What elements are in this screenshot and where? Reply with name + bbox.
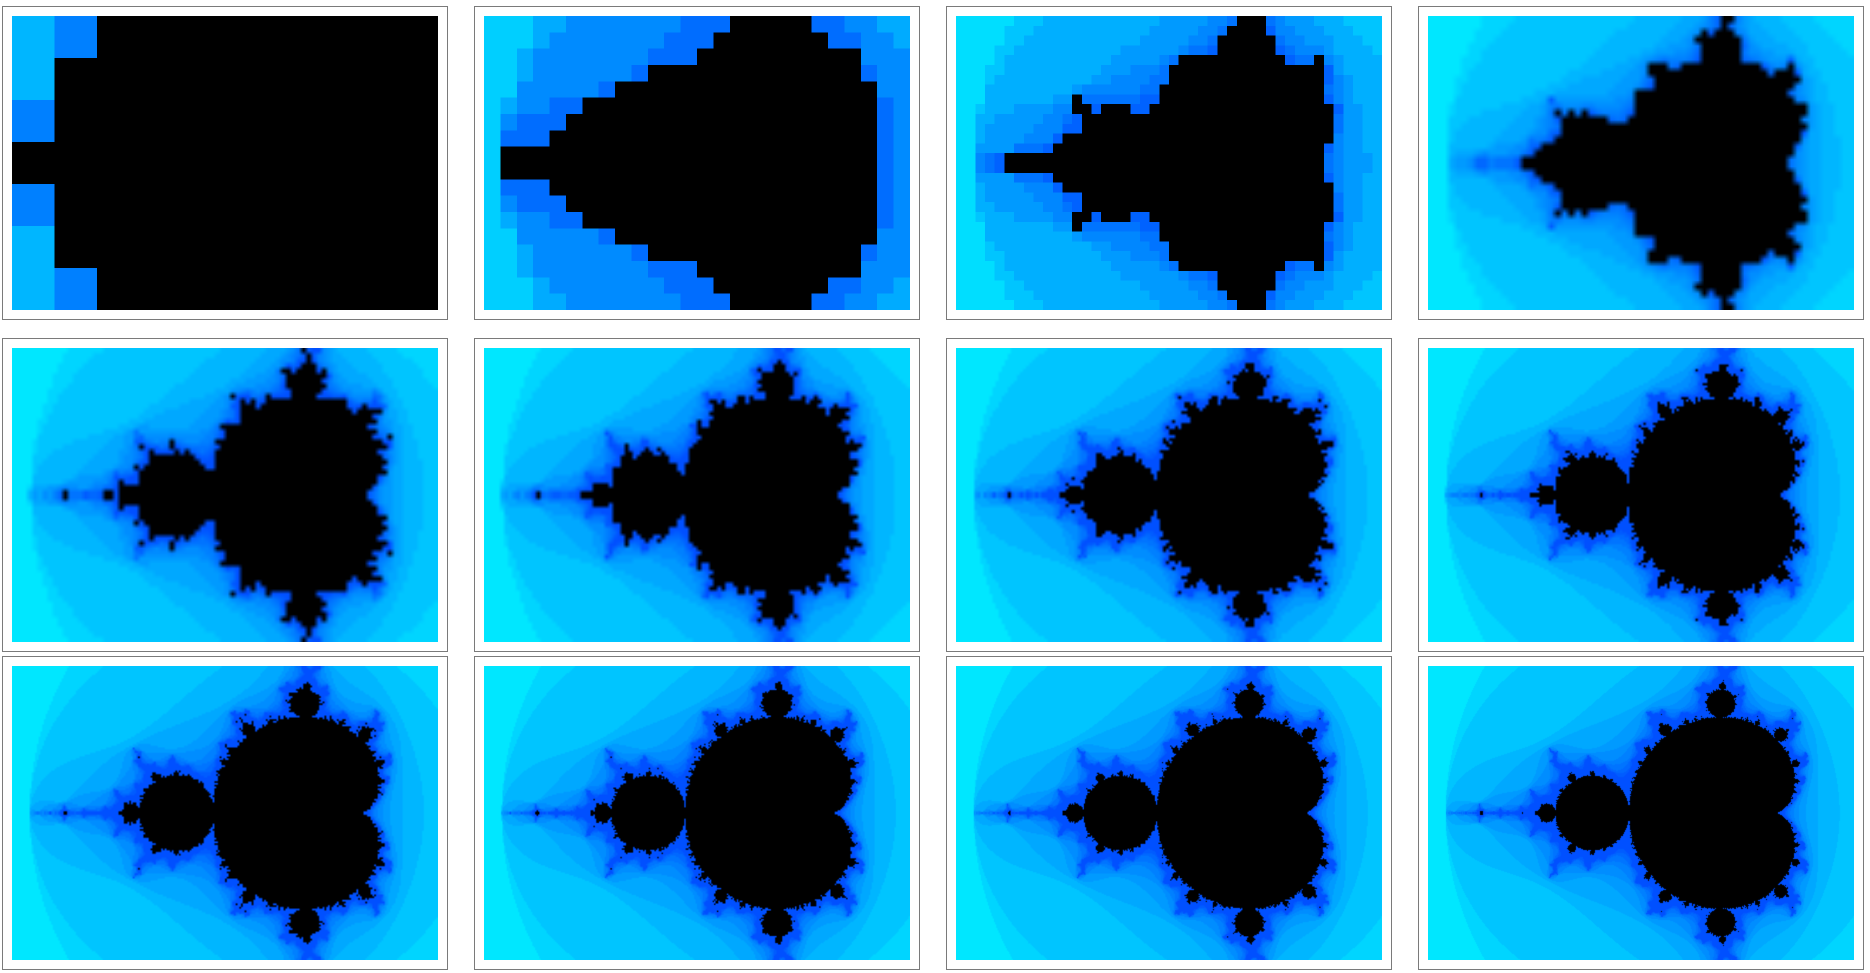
- fractal-panel-3: [946, 6, 1392, 320]
- fractal-panel-7: [946, 338, 1392, 652]
- fractal-panel-5: [2, 338, 448, 652]
- mandelbrot-image: [1428, 16, 1854, 310]
- fractal-panel-8: [1418, 338, 1864, 652]
- fractal-panel-10: [474, 656, 920, 970]
- mandelbrot-image: [956, 16, 1382, 310]
- mandelbrot-image: [956, 666, 1382, 960]
- fractal-panel-6: [474, 338, 920, 652]
- mandelbrot-image: [484, 16, 910, 310]
- mandelbrot-image: [12, 16, 438, 310]
- fractal-panel-9: [2, 656, 448, 970]
- mandelbrot-image: [956, 348, 1382, 642]
- fractal-panel-12: [1418, 656, 1864, 970]
- fractal-panel-1: [2, 6, 448, 320]
- mandelbrot-image: [484, 666, 910, 960]
- mandelbrot-image: [12, 666, 438, 960]
- fractal-panel-2: [474, 6, 920, 320]
- mandelbrot-image: [484, 348, 910, 642]
- mandelbrot-image: [1428, 348, 1854, 642]
- mandelbrot-image: [1428, 666, 1854, 960]
- mandelbrot-image: [12, 348, 438, 642]
- fractal-panel-11: [946, 656, 1392, 970]
- fractal-panel-4: [1418, 6, 1864, 320]
